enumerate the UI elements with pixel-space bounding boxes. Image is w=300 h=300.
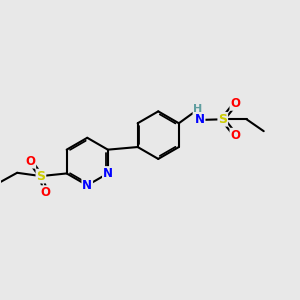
Text: O: O xyxy=(230,97,240,110)
Text: S: S xyxy=(36,169,45,183)
Text: N: N xyxy=(103,167,113,180)
Text: N: N xyxy=(82,179,92,192)
Text: O: O xyxy=(230,129,240,142)
Text: O: O xyxy=(25,155,35,168)
Text: N: N xyxy=(195,113,205,126)
Text: O: O xyxy=(41,186,51,199)
Text: H: H xyxy=(194,104,202,114)
Text: S: S xyxy=(218,113,227,126)
